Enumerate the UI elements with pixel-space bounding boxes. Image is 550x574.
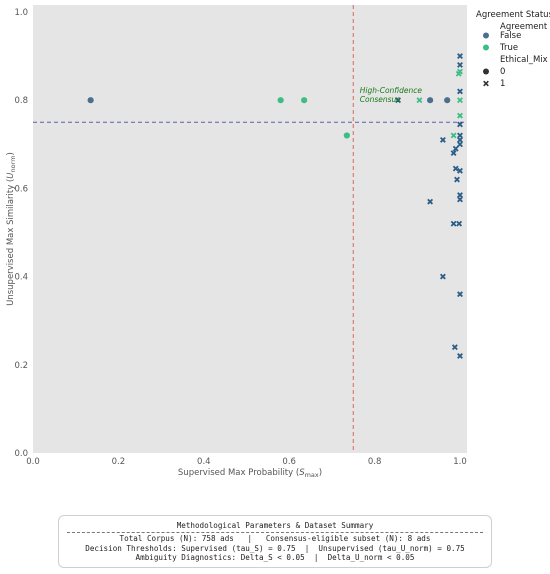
data-point: [450, 132, 457, 139]
y-tick-label: 0.6: [14, 184, 28, 194]
y-tick-label: 0.8: [14, 96, 28, 106]
data-point: [87, 97, 94, 104]
data-point: [457, 192, 463, 198]
data-point: [395, 97, 402, 104]
legend-label-ethical-mix-1: 1: [500, 79, 505, 89]
summary-line-thresholds: Decision Thresholds: Supervised (tau_S) …: [85, 543, 465, 553]
data-point: [457, 141, 463, 148]
summary-line-ambiguity: Ambiguity Diagnostics: Delta_S < 0.05 | …: [135, 553, 415, 563]
legend-title: Agreement Status: [476, 10, 550, 20]
legend-marker-ethical-mix-1: [483, 80, 489, 87]
y-tick-label: 0.2: [14, 361, 28, 371]
data-point: [457, 196, 463, 203]
plot-area: [33, 5, 467, 453]
legend-marker-agreement-true: [483, 44, 489, 51]
data-point: [277, 97, 284, 104]
x-tick-label: 0.6: [282, 457, 296, 467]
x-axis-label: Supervised Max Probability (Smax): [178, 468, 322, 479]
legend-marker-ethical-mix-0: [483, 68, 489, 75]
data-point: [457, 132, 463, 139]
data-point: [452, 145, 459, 152]
data-point: [457, 353, 463, 359]
data-point: [457, 167, 463, 174]
x-tick-label: 0.0: [26, 457, 40, 467]
annotation-line-2: Consensus: [360, 95, 401, 104]
legend-label-agreement-true: True: [499, 43, 518, 53]
x-tick-label: 0.2: [112, 457, 126, 467]
data-point: [451, 344, 458, 351]
data-point: [454, 176, 460, 183]
data-point: [450, 150, 457, 157]
summary-line-corpus: Total Corpus (N): 758 ads | Consensus-el…: [119, 534, 431, 544]
data-point: [427, 97, 434, 104]
data-point: [439, 273, 446, 280]
y-tick-label: 0.0: [14, 449, 28, 459]
x-tick-label: 0.4: [197, 457, 211, 467]
legend-marker-agreement-false: [483, 32, 489, 39]
methodology-summary-box: Methodological Parameters & Dataset Summ…: [58, 515, 492, 568]
data-point: [455, 70, 462, 77]
data-point: [301, 97, 308, 104]
data-point: [427, 198, 434, 205]
data-point: [457, 61, 463, 68]
x-tick-label: 1.0: [453, 457, 467, 467]
data-point: [416, 97, 423, 104]
data-point: [343, 132, 350, 139]
y-tick-label: 1.0: [14, 8, 28, 18]
data-point: [457, 112, 463, 119]
data-point: [444, 97, 451, 104]
y-axis-label: Unsupervised Max Similarity (Unorm): [6, 152, 17, 306]
annotation-line-1: High-Confidence: [360, 86, 423, 95]
data-point: [452, 165, 459, 172]
legend-style-title: Ethical_Mix: [500, 55, 548, 65]
data-point: [456, 220, 463, 227]
legend-label-agreement-false: False: [500, 31, 521, 41]
data-point: [457, 136, 463, 143]
y-tick-label: 0.4: [14, 273, 28, 283]
data-point: [439, 136, 446, 143]
legend-label-ethical-mix-0: 0: [500, 67, 505, 77]
data-point: [457, 88, 463, 95]
legend-hue-title: Agreement: [500, 22, 548, 32]
data-point: [457, 121, 463, 128]
data-point: [457, 291, 463, 298]
summary-divider: [67, 532, 483, 534]
data-point: [457, 53, 463, 60]
x-tick-label: 0.8: [368, 457, 382, 467]
data-point: [450, 220, 457, 227]
summary-title: Methodological Parameters & Dataset Summ…: [176, 521, 374, 530]
data-point: [457, 97, 463, 104]
